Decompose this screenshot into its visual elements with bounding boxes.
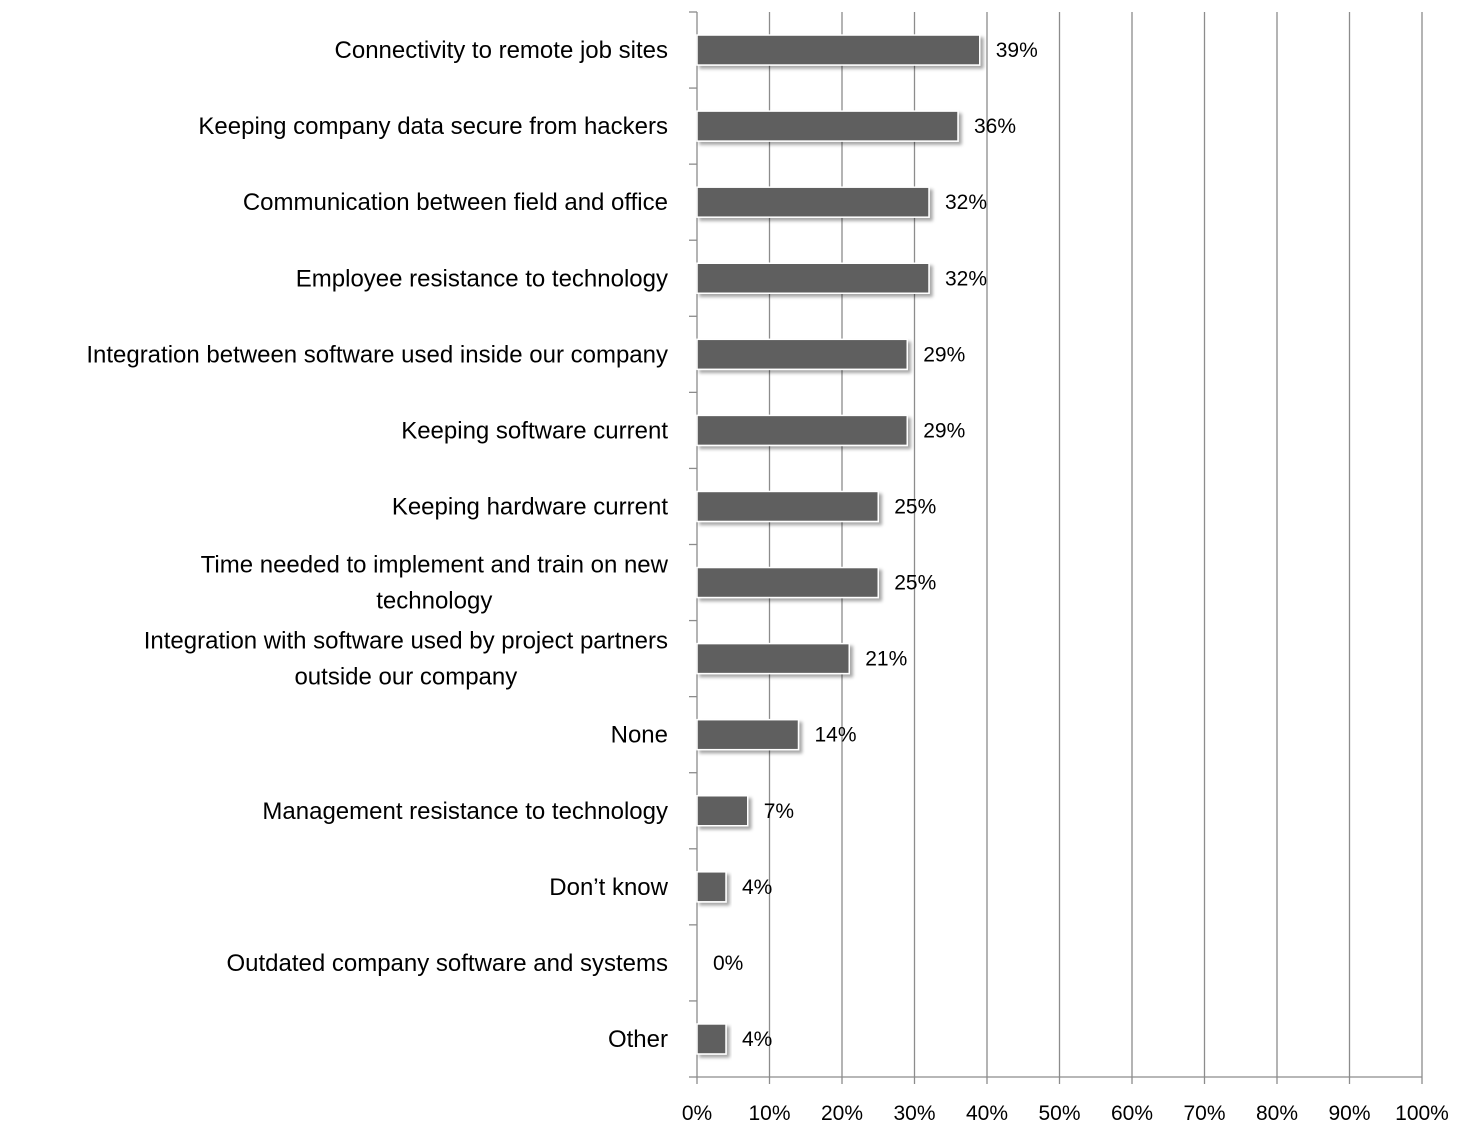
data-label: 39% [996, 39, 1038, 62]
x-tick-label: 30% [893, 1102, 935, 1125]
data-label: 4% [742, 876, 772, 899]
x-tick-label: 20% [821, 1102, 863, 1125]
category-label: Integration with software used by projec… [144, 628, 668, 655]
category-label: Keeping software current [401, 417, 668, 444]
category-label: outside our company [294, 664, 517, 691]
bar [696, 338, 908, 371]
category-label: technology [376, 588, 492, 615]
x-tick-label: 40% [966, 1102, 1008, 1125]
bar [696, 642, 850, 675]
category-label: Communication between field and office [243, 189, 668, 216]
category-label: Keeping hardware current [392, 493, 668, 520]
axes [689, 11, 1423, 1084]
data-label: 25% [894, 495, 936, 518]
category-label: Don’t know [549, 874, 668, 901]
data-label: 32% [945, 191, 987, 214]
x-tick-label: 70% [1183, 1102, 1225, 1125]
category-label: Time needed to implement and train on ne… [201, 552, 669, 579]
bar [696, 566, 879, 599]
data-label: 25% [894, 572, 936, 595]
category-label: None [611, 722, 668, 749]
bar [696, 795, 749, 827]
data-label: 0% [713, 952, 743, 975]
bar [696, 414, 908, 447]
data-label: 14% [815, 724, 857, 747]
data-label: 4% [742, 1028, 772, 1051]
category-label: Integration between software used inside… [86, 341, 668, 368]
x-tick-label: 0% [682, 1102, 712, 1125]
category-label: Management resistance to technology [262, 798, 668, 825]
category-label: Keeping company data secure from hackers [198, 113, 668, 140]
bar [696, 186, 930, 218]
category-label: Outdated company software and systems [226, 950, 668, 977]
data-label: 36% [974, 115, 1016, 138]
bar [696, 262, 930, 294]
x-tick-label: 100% [1395, 1102, 1449, 1125]
bar [696, 871, 727, 903]
data-label: 32% [945, 267, 987, 290]
labels: 0% 10% 20% 30% 40% 50% 60% 70% 80% 90% 100% 39% Conn… [86, 37, 1449, 1125]
bar [696, 1023, 727, 1055]
bar [696, 34, 981, 66]
bar [696, 718, 800, 751]
bar [696, 490, 879, 523]
x-tick-label: 10% [748, 1102, 790, 1125]
data-label: 29% [923, 343, 965, 366]
x-tick-label: 80% [1256, 1102, 1298, 1125]
x-tick-label: 50% [1038, 1102, 1080, 1125]
data-label: 7% [764, 800, 794, 823]
gridlines [768, 12, 1423, 1077]
bar [696, 110, 959, 142]
category-label: Other [608, 1026, 668, 1053]
data-label: 21% [865, 648, 907, 671]
bars [696, 34, 981, 1055]
x-tick-label: 90% [1328, 1102, 1370, 1125]
category-label: Employee resistance to technology [296, 265, 668, 292]
data-label: 29% [923, 419, 965, 442]
x-tick-label: 60% [1111, 1102, 1153, 1125]
category-label: Connectivity to remote job sites [335, 37, 668, 64]
